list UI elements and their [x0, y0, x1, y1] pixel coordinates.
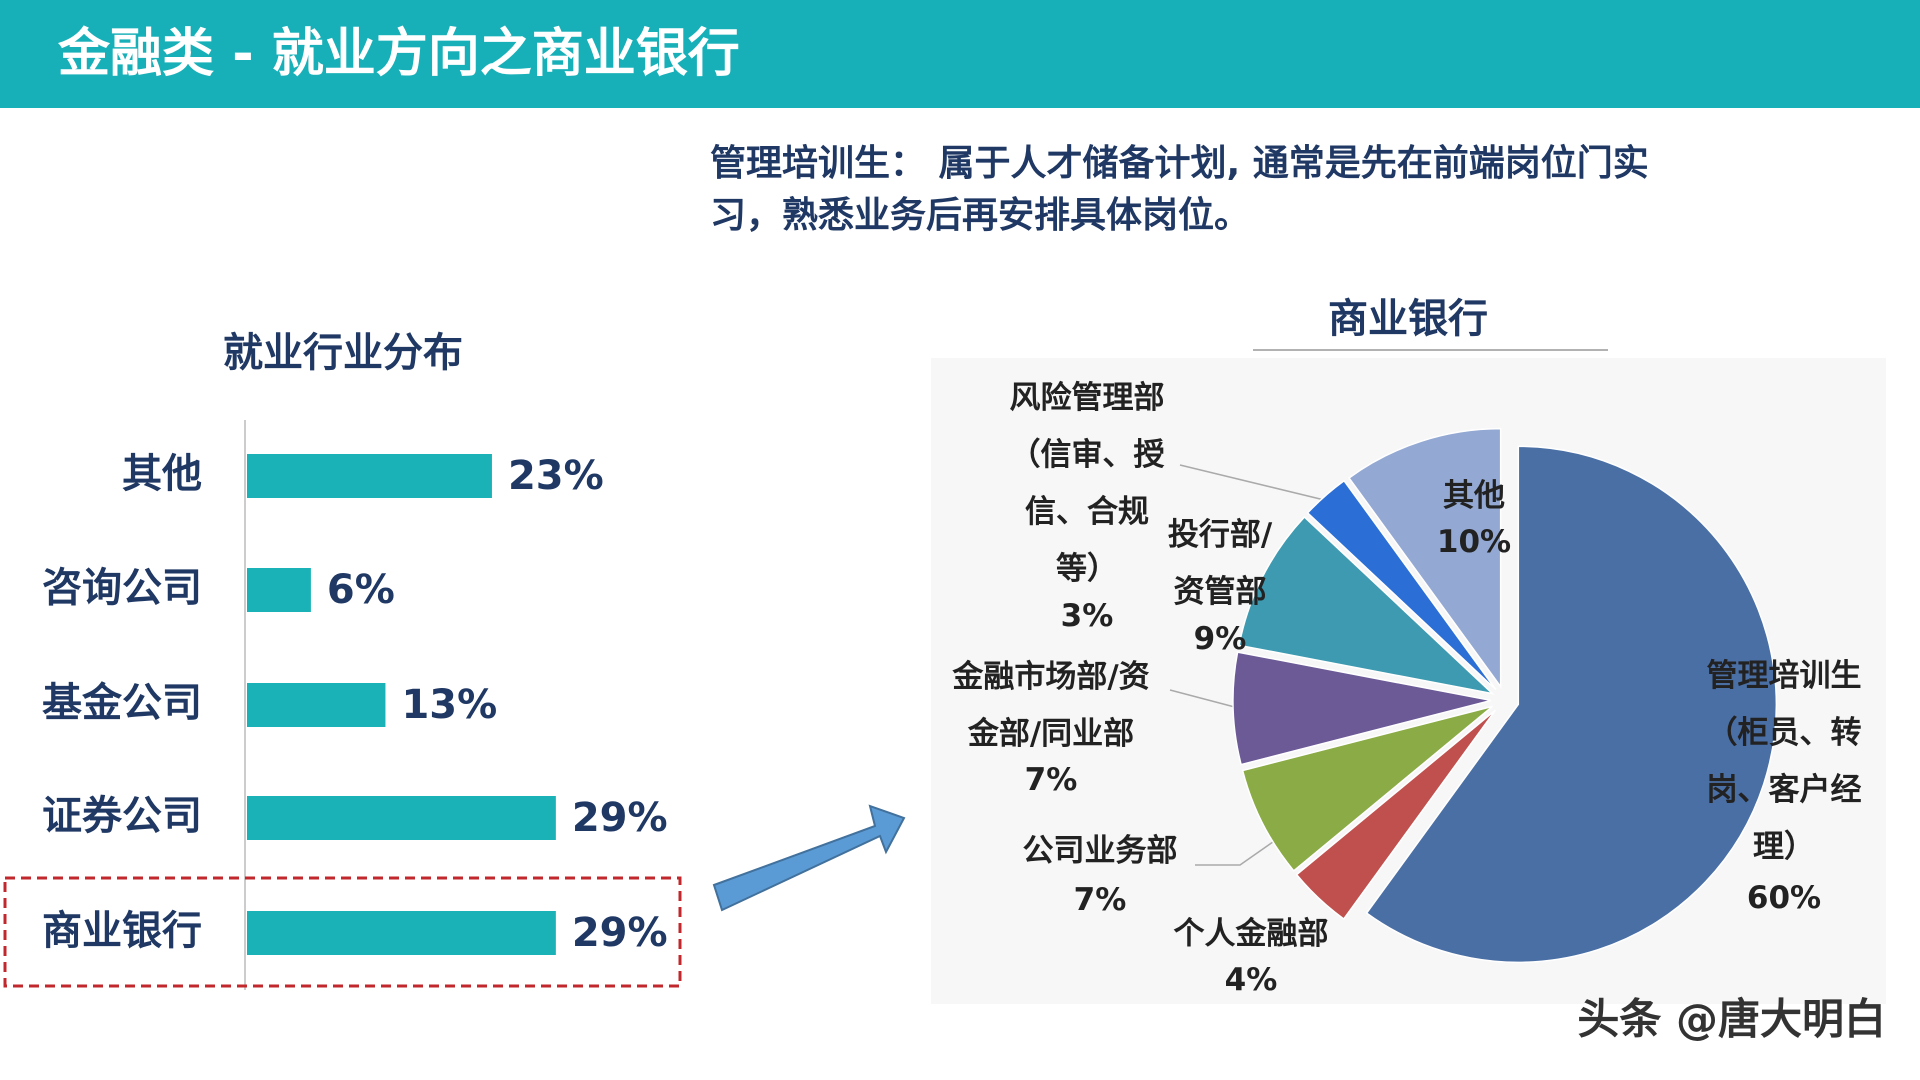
bar	[247, 683, 386, 727]
slice-value: 3%	[1060, 598, 1114, 634]
slice-value: 60%	[1746, 880, 1822, 916]
pie-slice	[1295, 709, 1497, 920]
pie-slice	[1232, 651, 1492, 766]
slice-label: 投行部/资管部	[1167, 517, 1273, 610]
arrow	[712, 804, 906, 912]
value-label: 13%	[401, 682, 497, 728]
slice-label: 金融市场部/资金部/同业部	[952, 659, 1150, 752]
pie-slice	[1238, 515, 1495, 695]
slice-value: 9%	[1193, 621, 1247, 657]
slice-value: 10%	[1436, 524, 1512, 560]
category-label: 商业银行	[42, 908, 202, 954]
slice-value: 4%	[1224, 962, 1278, 998]
category-label: 证券公司	[42, 793, 202, 839]
slice-label: 其他	[1443, 478, 1505, 514]
value-label: 23%	[508, 453, 604, 499]
slice-label: 风险管理部（信审、授信、合规等）	[1009, 380, 1165, 587]
slice-label: 公司业务部	[1022, 833, 1178, 869]
bar	[247, 454, 492, 498]
slice-label: 管理培训生（柜员、转岗、客户经理）	[1706, 658, 1862, 865]
slice-value: 7%	[1024, 762, 1078, 798]
value-label: 6%	[327, 567, 395, 613]
chart-title: 就业行业分布	[223, 330, 463, 376]
pie-slice	[1241, 705, 1494, 872]
pie-slice	[1365, 445, 1778, 964]
bar	[247, 796, 556, 840]
value-label: 29%	[572, 910, 668, 956]
bar	[247, 568, 311, 612]
value-label: 29%	[572, 795, 668, 841]
chart-title: 商业银行	[1328, 296, 1488, 342]
category-label: 基金公司	[42, 680, 202, 726]
pie-slice	[1347, 427, 1502, 689]
header-title: 金融类 - 就业方向之商业银行	[57, 24, 740, 84]
slice-label: 个人金融部	[1173, 916, 1329, 952]
header-bar	[0, 0, 1920, 108]
bar	[247, 911, 556, 955]
pie-slice	[1306, 479, 1497, 691]
slice-value: 7%	[1073, 882, 1127, 918]
description: 管理培训生： 属于人才储备计划, 通常是先在前端岗位门实习，熟悉业务后再安排具体…	[710, 143, 1649, 236]
watermark: 头条 @唐大明白	[1577, 995, 1886, 1044]
category-label: 咨询公司	[42, 565, 202, 611]
highlight-box	[3, 876, 682, 988]
category-label: 其他	[122, 451, 202, 497]
